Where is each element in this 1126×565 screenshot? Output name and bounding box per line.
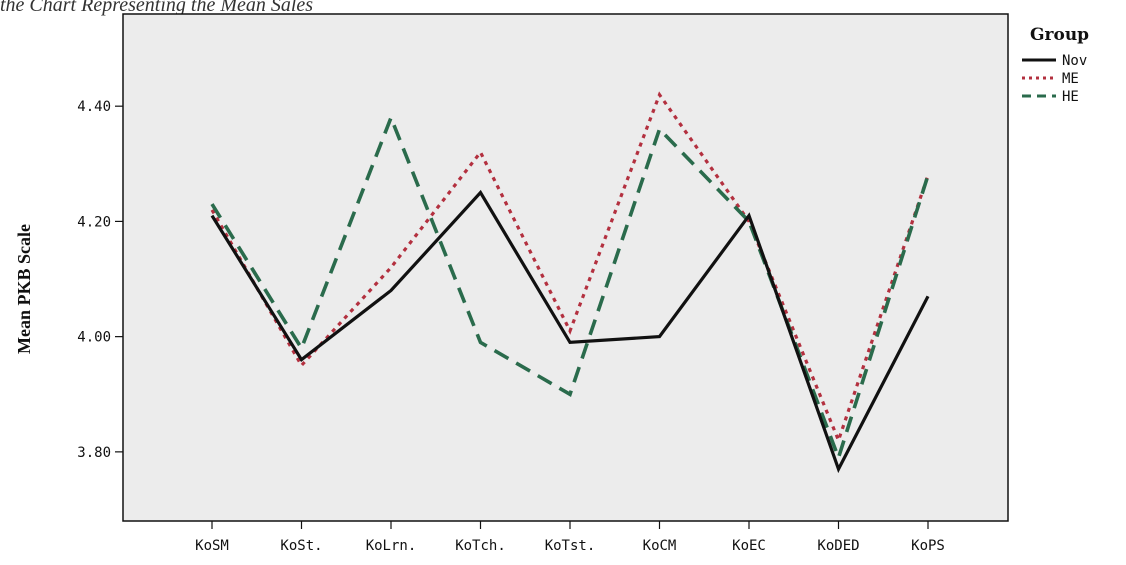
x-tick-label: KoTch.: [455, 538, 506, 554]
x-tick-label: KoCM: [643, 538, 677, 554]
legend-label: ME: [1062, 71, 1079, 87]
series-line-nov: [210, 189, 930, 474]
y-tick-label: 4.00: [77, 330, 111, 346]
x-axis: KoSM KoSt. KoLrn. KoTch. KoTst. KoCM KoEC KoDED…: [195, 521, 945, 554]
x-tick-label: KoEC: [732, 538, 766, 554]
y-tick-label: 3.80: [77, 445, 111, 461]
y-axis: 3.80 4.00 4.20 4.40: [77, 99, 123, 461]
legend: Group Nov ME HE: [1022, 25, 1089, 105]
y-axis-label: Mean PKB Scale: [14, 224, 34, 354]
legend-label: HE: [1062, 89, 1079, 105]
x-tick-label: KoPS: [911, 538, 945, 554]
x-tick-label: KoDED: [817, 538, 859, 554]
x-tick-label: KoSt.: [280, 538, 322, 554]
x-tick-label: KoSM: [195, 538, 229, 554]
x-tick-label: KoLrn.: [366, 538, 417, 554]
series-line-me: [210, 91, 930, 445]
x-tick-label: KoTst.: [545, 538, 596, 554]
series-line-he: [210, 112, 930, 464]
legend-title: Group: [1030, 25, 1089, 45]
plot-area: [122, 13, 1009, 522]
legend-label: Nov: [1062, 53, 1087, 69]
series-lines: [210, 91, 930, 474]
y-tick-label: 4.40: [77, 99, 111, 115]
figure-caption: the Chart Representing the Mean Sales: [0, 0, 314, 16]
y-tick-label: 4.20: [77, 214, 111, 230]
